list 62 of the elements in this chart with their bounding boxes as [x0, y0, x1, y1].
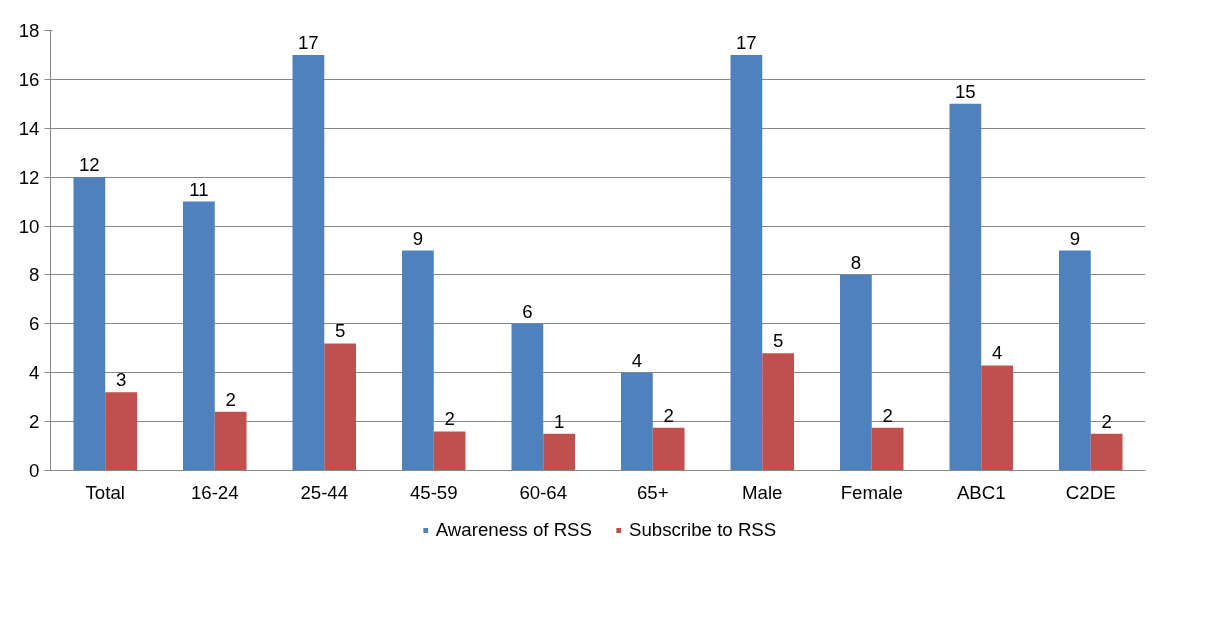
legend-label: Subscribe to RSS [629, 519, 777, 541]
data-label: 6 [522, 300, 533, 322]
x-tick-label: 45-59 [409, 481, 458, 503]
bar [730, 54, 763, 471]
bar [511, 323, 544, 471]
y-tick-label: 18 [18, 20, 40, 41]
data-label: 4 [991, 342, 1003, 364]
x-tick-label: Total [85, 481, 125, 503]
y-tick-label: 0 [29, 460, 40, 481]
bar [105, 392, 138, 471]
bar [762, 353, 795, 471]
y-tick-label: 4 [29, 362, 40, 384]
data-label: 12 [79, 154, 100, 176]
x-tick-label: 16-24 [190, 481, 239, 503]
bar [839, 274, 872, 471]
x-tick-label: ABC1 [956, 481, 1006, 503]
y-tick-label: 12 [18, 166, 40, 188]
bar [871, 427, 904, 471]
bar [292, 54, 325, 471]
data-label: 15 [955, 80, 976, 102]
data-label: 17 [298, 31, 319, 53]
legend-label: Awareness of RSS [435, 519, 592, 541]
data-label: 4 [631, 349, 643, 371]
data-label: 2 [882, 404, 893, 426]
y-tick-label: 16 [18, 68, 40, 90]
data-label: 9 [412, 227, 424, 249]
bar [949, 103, 982, 471]
bar [1059, 250, 1091, 471]
bar [981, 365, 1014, 471]
bar [214, 411, 247, 471]
bar [1090, 433, 1123, 471]
bar [73, 177, 106, 471]
bar [620, 372, 653, 471]
data-label: 8 [850, 251, 862, 273]
y-tick-label: 6 [29, 313, 40, 335]
data-label: 2 [444, 408, 455, 430]
bar [433, 431, 466, 471]
y-tick-label: 8 [29, 264, 40, 286]
data-label: 2 [1101, 410, 1112, 432]
y-tick-label: 2 [29, 411, 40, 433]
x-tick-label: 25-44 [300, 481, 349, 503]
x-tick-label: 65+ [636, 481, 669, 503]
data-label: 17 [736, 31, 757, 53]
data-label: 1 [553, 410, 565, 432]
y-tick-label: 10 [18, 215, 40, 237]
data-label: 3 [115, 369, 127, 391]
bar [543, 433, 576, 471]
data-label: 9 [1069, 227, 1081, 249]
data-label: 2 [225, 388, 236, 410]
x-tick-label: Male [742, 481, 783, 503]
y-tick-label: 14 [18, 117, 40, 139]
bar [652, 427, 685, 471]
x-tick-label: C2DE [1065, 481, 1116, 503]
bar [324, 343, 357, 471]
data-label: 5 [334, 320, 346, 342]
data-label: 5 [772, 330, 784, 352]
bar [401, 250, 434, 471]
bar [182, 201, 215, 471]
x-tick-label: 60-64 [519, 481, 568, 503]
x-tick-label: Female [840, 481, 903, 503]
data-label: 11 [189, 178, 209, 200]
data-label: 2 [663, 404, 674, 426]
